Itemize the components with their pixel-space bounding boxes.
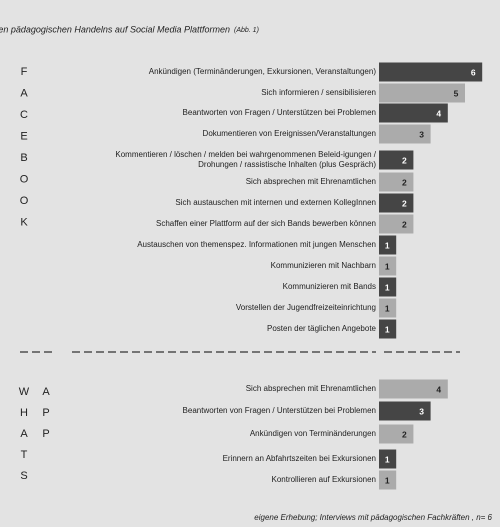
value-label: 2 bbox=[402, 219, 407, 229]
group-letter: T bbox=[21, 449, 28, 461]
value-label: 6 bbox=[471, 67, 476, 77]
category-label: Sich absprechen mit Ehrenamtlichen bbox=[246, 384, 376, 393]
category-label: Beantworten von Fragen / Unterstützen be… bbox=[183, 108, 376, 117]
value-label: 2 bbox=[402, 155, 407, 165]
value-label: 1 bbox=[385, 324, 390, 334]
category-label: Sich informieren / sensibilisieren bbox=[261, 88, 376, 97]
bar bbox=[379, 401, 431, 421]
title-note: (Abb. 1) bbox=[234, 27, 259, 34]
value-label: 4 bbox=[436, 108, 441, 118]
group-letter: F bbox=[21, 66, 28, 78]
category-label: Sich absprechen mit Ehrenamtlichen bbox=[246, 177, 376, 186]
group-letter: S bbox=[20, 470, 27, 482]
bar bbox=[379, 62, 483, 82]
source-note: eigene Erhebung; Interviews mit pädagogi… bbox=[254, 513, 492, 522]
bar bbox=[379, 150, 414, 170]
bar bbox=[379, 379, 448, 399]
value-label: 1 bbox=[385, 240, 390, 250]
value-label: 2 bbox=[402, 429, 407, 439]
group-letter: K bbox=[20, 216, 28, 228]
value-label: 1 bbox=[385, 475, 390, 485]
bar bbox=[379, 83, 465, 103]
bar bbox=[379, 172, 414, 192]
group-letter: E bbox=[20, 130, 27, 142]
group-letter: A bbox=[20, 87, 28, 99]
group-letter: P bbox=[42, 428, 49, 440]
bar bbox=[379, 298, 397, 318]
category-label: Sich austauschen mit internen und extern… bbox=[175, 198, 376, 207]
value-label: 2 bbox=[402, 177, 407, 187]
bar bbox=[379, 470, 397, 490]
category-label: Dokumentieren von Ereignissen/Veranstalt… bbox=[203, 129, 376, 138]
value-label: 3 bbox=[419, 129, 424, 139]
bar bbox=[379, 424, 414, 444]
category-label: Schaffen einer Plattform auf der sich Ba… bbox=[156, 219, 376, 228]
bar bbox=[379, 103, 448, 123]
bar bbox=[379, 319, 397, 339]
bar bbox=[379, 124, 431, 144]
bar bbox=[379, 235, 397, 255]
value-label: 1 bbox=[385, 454, 390, 464]
value-label: 4 bbox=[436, 384, 441, 394]
group-letter: C bbox=[20, 109, 28, 121]
category-label: Drohungen / rassistische Inhalten (plus … bbox=[198, 160, 376, 169]
chart-title: Facetten pädagogischen Handelns auf Soci… bbox=[0, 24, 230, 34]
group-letter: A bbox=[42, 386, 50, 398]
category-label: Kommunizieren mit Nachbarn bbox=[271, 261, 376, 270]
bar bbox=[379, 214, 414, 234]
value-label: 2 bbox=[402, 198, 407, 208]
category-label: Vorstellen der Jugendfreizeiteinrichtung bbox=[236, 303, 376, 312]
value-label: 3 bbox=[419, 406, 424, 416]
category-label: Ankündigen (Terminänderungen, Exkursione… bbox=[149, 67, 377, 76]
group-letter: P bbox=[42, 407, 49, 419]
group-letter: O bbox=[20, 173, 29, 185]
value-label: 1 bbox=[385, 261, 390, 271]
bar bbox=[379, 193, 414, 213]
group-letter: H bbox=[20, 407, 28, 419]
category-label: Erinnern an Abfahrtszeiten bei Exkursion… bbox=[223, 454, 376, 463]
category-label: Kontrollieren auf Exkursionen bbox=[271, 475, 376, 484]
category-label: Kommunizieren mit Bands bbox=[283, 282, 376, 291]
bar bbox=[379, 277, 397, 297]
bar bbox=[379, 449, 397, 469]
category-label: Beantworten von Fragen / Unterstützen be… bbox=[183, 406, 376, 415]
group-letter: W bbox=[19, 386, 30, 398]
category-label: Ankündigen von Terminänderungen bbox=[250, 429, 376, 438]
group-letter: O bbox=[20, 195, 29, 207]
value-label: 1 bbox=[385, 282, 390, 292]
group-letter: B bbox=[20, 152, 27, 164]
group-letter: A bbox=[20, 428, 28, 440]
category-label: Kommentieren / löschen / melden bei wahr… bbox=[115, 150, 376, 159]
value-label: 1 bbox=[385, 303, 390, 313]
bar bbox=[379, 256, 397, 276]
value-label: 5 bbox=[454, 88, 459, 98]
category-label: Austauschen von themenspez. Informatione… bbox=[137, 240, 376, 249]
category-label: Posten der täglichen Angebote bbox=[267, 324, 377, 333]
